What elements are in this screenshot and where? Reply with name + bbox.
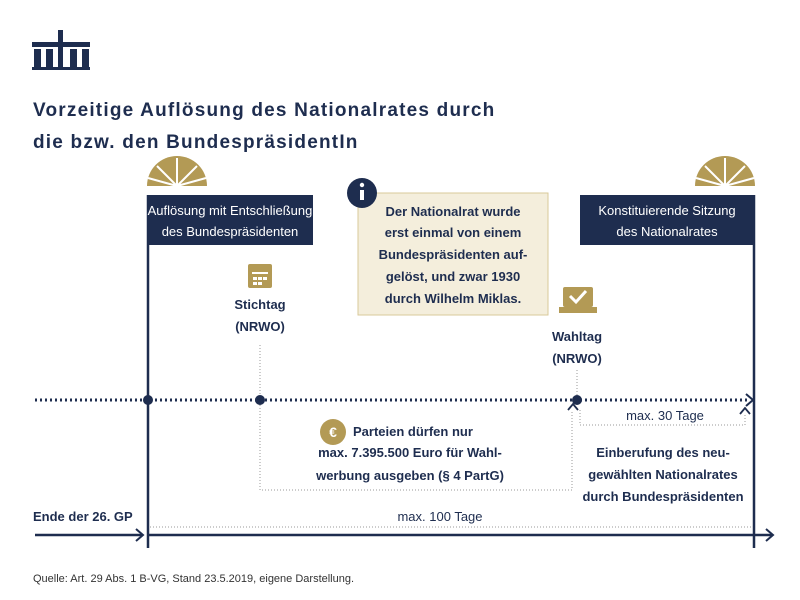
arrow (745, 393, 755, 407)
range (259, 405, 573, 491)
range (579, 410, 746, 426)
title: Vorzeitige Auflösung des Nationalrates d… (33, 100, 495, 121)
text: Parteien dürfen nur (353, 424, 473, 439)
arrow (765, 528, 775, 542)
info-text: Der Nationalrat wurde (385, 204, 520, 219)
title: die bzw. den BundespräsidentIn (33, 132, 359, 153)
box-text: Konstituierende Sitzung (598, 203, 735, 218)
label: (NRWO) (552, 351, 602, 366)
info-text: Bundespräsidenten auf- (379, 247, 528, 262)
point (143, 395, 153, 405)
dome-lines (147, 158, 755, 187)
calendar-icon (248, 264, 272, 288)
box-text: Auflösung mit Entschließung (148, 203, 313, 218)
dome-icon (147, 156, 755, 186)
text: werbung ausgeben (§ 4 PartG) (315, 468, 504, 483)
source: Quelle: Art. 29 Abs. 1 B-VG, Stand 23.5.… (33, 573, 354, 585)
label: (NRWO) (235, 319, 285, 334)
box-text: des Bundespräsidenten (162, 224, 299, 239)
text: gewählten Nationalrates (588, 467, 738, 482)
info-text: gelöst, und zwar 1930 (386, 269, 520, 284)
label: Wahltag (552, 329, 602, 344)
info-text: durch Wilhelm Miklas. (385, 291, 521, 306)
range-label: max. 30 Tage (626, 408, 704, 423)
arrow (739, 406, 751, 415)
range-label: max. 100 Tage (397, 509, 482, 524)
text: durch Bundespräsidenten (582, 489, 743, 504)
svg-text:€: € (329, 424, 337, 440)
text: max. 7.395.500 Euro für Wahl- (318, 445, 502, 460)
label: Stichtag (234, 297, 285, 312)
left-box (147, 195, 313, 245)
right-box (580, 195, 754, 245)
point (255, 395, 265, 405)
box-text: des Nationalrates (616, 224, 718, 239)
info-text: erst einmal von einem (385, 225, 522, 240)
logo (32, 30, 90, 70)
info-box (357, 192, 549, 316)
money-icon (320, 419, 346, 445)
arrow (135, 528, 145, 542)
label: Ende der 26. GP (33, 509, 133, 524)
check-icon (559, 287, 597, 313)
arrow (567, 402, 579, 411)
point (572, 395, 582, 405)
text: Einberufung des neu- (596, 445, 730, 460)
